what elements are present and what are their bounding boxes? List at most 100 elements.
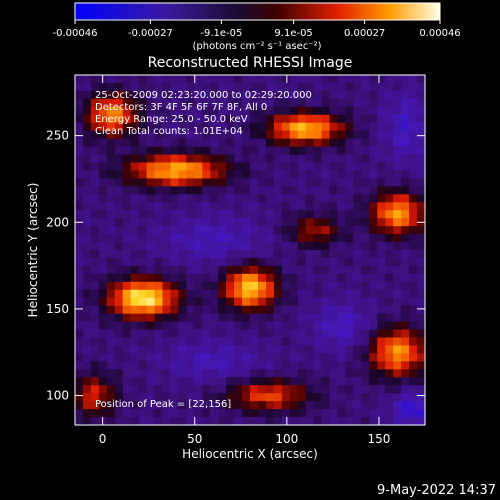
heatmap-cell — [289, 138, 299, 148]
heatmap-cell — [90, 401, 100, 410]
heatmap-cell — [393, 273, 402, 283]
heatmap-cell — [170, 297, 179, 307]
heatmap-cell — [393, 409, 402, 418]
heatmap-cell — [313, 234, 323, 243]
heatmap-cell — [75, 154, 84, 164]
heatmap-cell — [369, 257, 378, 267]
heatmap-cell — [353, 297, 362, 307]
heatmap-cell — [218, 162, 227, 172]
heatmap-cell — [337, 281, 347, 291]
heatmap-cell — [337, 75, 347, 84]
heatmap-cell — [369, 234, 378, 243]
heatmap-cell — [250, 329, 259, 339]
heatmap-cell — [194, 345, 203, 354]
heatmap-cell — [377, 210, 386, 219]
heatmap-cell — [186, 202, 195, 211]
heatmap-cell — [289, 297, 299, 307]
heatmap-cell — [226, 361, 235, 370]
heatmap-cell — [273, 313, 283, 323]
heatmap-cell — [154, 385, 164, 394]
heatmap-cell — [401, 226, 410, 235]
heatmap-cell — [385, 273, 394, 283]
heatmap-cell — [186, 114, 195, 124]
heatmap-cell — [170, 257, 179, 267]
heatmap-cell — [321, 313, 331, 323]
heatmap-cell — [329, 82, 339, 92]
heatmap-cell — [369, 226, 378, 235]
heatmap-cell — [385, 202, 394, 211]
heatmap-cell — [377, 313, 386, 323]
heatmap-cell — [122, 178, 132, 187]
heatmap-cell — [273, 226, 283, 235]
heatmap-cell — [345, 130, 354, 140]
heatmap-cell — [122, 321, 132, 331]
heatmap-cell — [409, 409, 418, 418]
heatmap-cell — [146, 202, 156, 211]
heatmap-cell — [393, 210, 402, 219]
heatmap-cell — [138, 273, 148, 283]
heatmap-cell — [409, 90, 418, 100]
heatmap-cell — [162, 361, 172, 370]
heatmap-cell — [226, 178, 235, 187]
heatmap-cell — [265, 321, 275, 331]
heatmap-cell — [170, 273, 179, 283]
heatmap-cell — [250, 114, 259, 124]
heatmap-cell — [114, 82, 124, 92]
heatmap-cell — [106, 75, 116, 84]
heatmap-cell — [194, 273, 203, 283]
heatmap-cell — [138, 218, 148, 227]
heatmap-cell — [329, 289, 339, 299]
heatmap-cell — [353, 234, 362, 243]
heatmap-cell — [162, 90, 172, 100]
heatmap-cell — [250, 122, 259, 132]
heatmap-cell — [234, 234, 243, 243]
heatmap-cell — [234, 82, 243, 92]
heatmap-cell — [82, 345, 92, 354]
annotation-line: Clean Total counts: 1.01E+04 — [95, 126, 243, 137]
heatmap-cell — [305, 138, 315, 148]
heatmap-cell — [106, 329, 116, 339]
heatmap-cell — [98, 122, 108, 132]
heatmap-cell — [313, 154, 323, 164]
heatmap-cell — [401, 273, 410, 283]
heatmap-cell — [154, 106, 164, 116]
heatmap-cell — [154, 265, 164, 275]
heatmap-cell — [337, 202, 347, 211]
heatmap-cell — [170, 361, 179, 370]
heatmap-cell — [401, 393, 410, 402]
heatmap-cell — [202, 234, 211, 243]
heatmap-cell — [114, 178, 124, 187]
heatmap-cell — [154, 281, 164, 291]
heatmap-cell — [146, 146, 156, 156]
heatmap-cell — [218, 313, 227, 323]
heatmap-cell — [138, 194, 148, 203]
heatmap-cell — [114, 130, 124, 140]
heatmap-cell — [257, 122, 267, 132]
heatmap-cell — [329, 138, 339, 148]
heatmap-cell — [226, 393, 235, 402]
heatmap-cell — [138, 202, 148, 211]
heatmap-cell — [409, 329, 418, 339]
heatmap-cell — [393, 353, 402, 362]
heatmap-cell — [194, 122, 203, 132]
heatmap-cell — [297, 297, 307, 307]
heatmap-cell — [265, 385, 275, 394]
heatmap-cell — [313, 401, 323, 410]
heatmap-cell — [321, 130, 331, 140]
heatmap-cell — [210, 281, 219, 291]
heatmap-cell — [345, 90, 354, 100]
heatmap-cell — [114, 401, 124, 410]
heatmap-cell — [369, 361, 378, 370]
heatmap-cell — [234, 409, 243, 418]
heatmap-cell — [154, 162, 164, 172]
heatmap-cell — [82, 106, 92, 116]
heatmap-cell — [82, 273, 92, 283]
heatmap-cell — [210, 265, 219, 275]
heatmap-cell — [186, 98, 195, 108]
heatmap-cell — [273, 130, 283, 140]
heatmap-cell — [170, 409, 179, 418]
heatmap-cell — [138, 122, 148, 132]
heatmap-cell — [345, 178, 354, 187]
heatmap-cell — [353, 257, 362, 267]
heatmap-cell — [353, 186, 362, 195]
